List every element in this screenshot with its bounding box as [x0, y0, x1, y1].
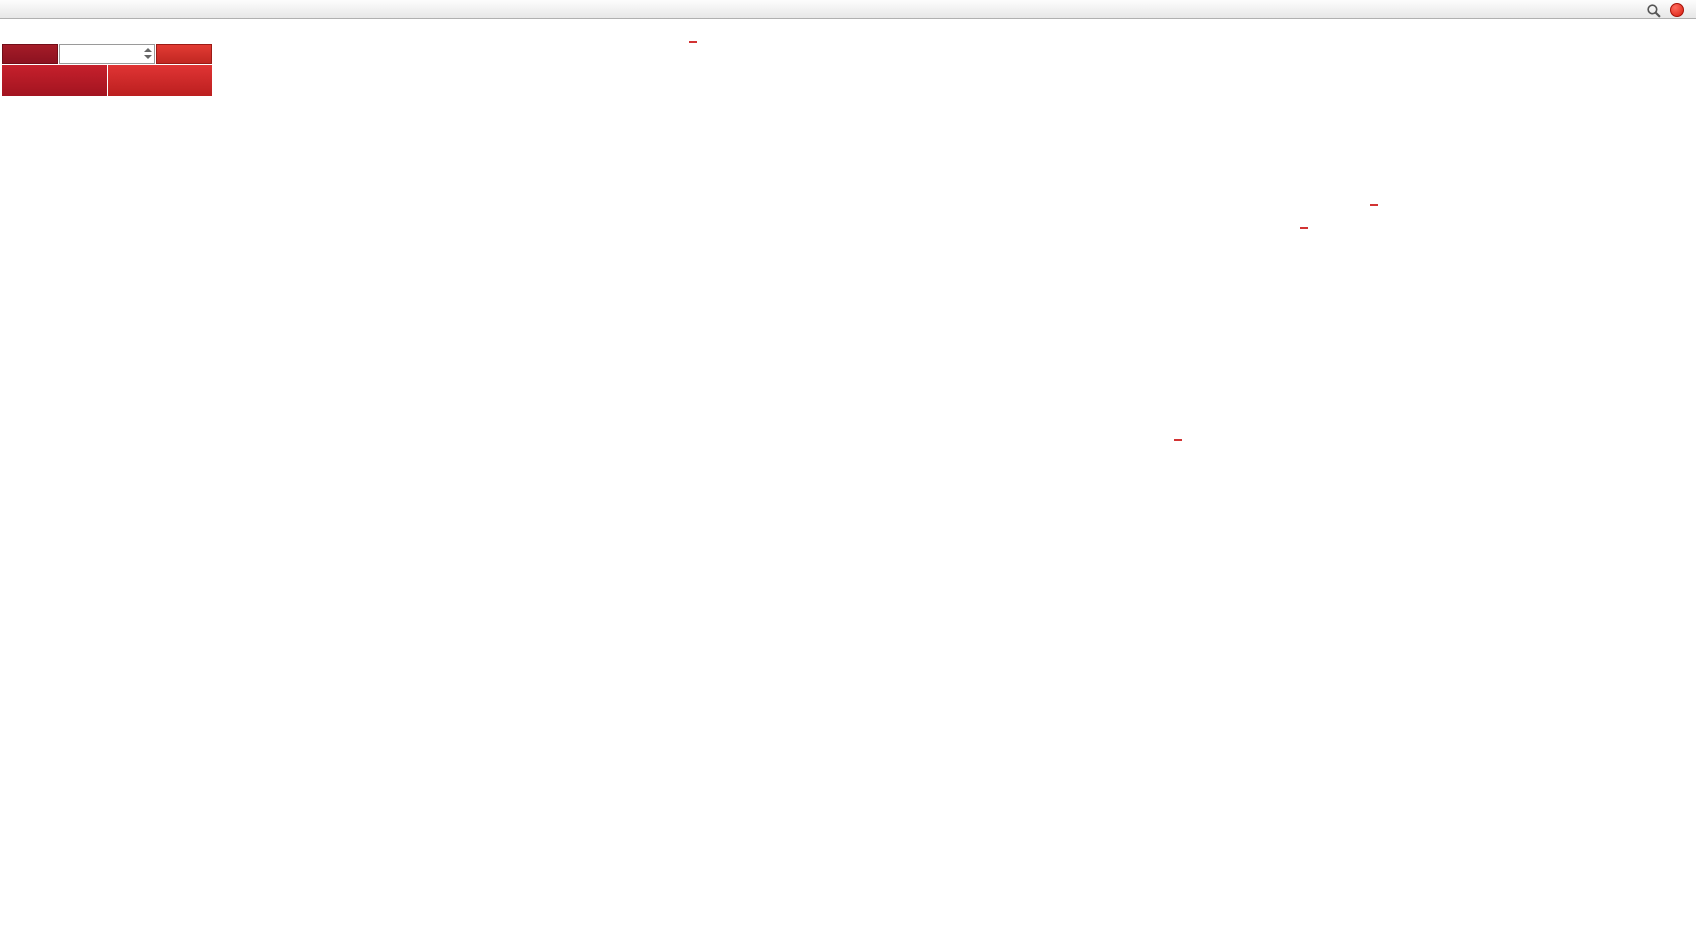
chart-title: [5, 23, 27, 35]
sell-price-panel[interactable]: [2, 65, 107, 96]
search-icon[interactable]: [1644, 2, 1662, 18]
rsi-label: [4, 772, 9, 783]
buy-price-panel[interactable]: [107, 65, 212, 96]
volume-stepper[interactable]: [144, 46, 152, 60]
annotation-support-level[interactable]: [1300, 227, 1308, 229]
volume-up-icon[interactable]: [144, 47, 152, 52]
volume-down-icon[interactable]: [144, 54, 152, 59]
annotation-swing-high[interactable]: [689, 41, 697, 43]
one-click-trading-widget: [2, 44, 212, 96]
buy-button[interactable]: [156, 44, 212, 64]
annotation-swing-low[interactable]: [1174, 439, 1182, 441]
annotation-pullback-high[interactable]: [1370, 204, 1378, 206]
macd-label: [4, 562, 14, 573]
notification-badge[interactable]: [1670, 3, 1684, 17]
sell-button[interactable]: [2, 44, 58, 64]
toolbar: [0, 0, 1696, 19]
volume-input[interactable]: [59, 44, 155, 64]
